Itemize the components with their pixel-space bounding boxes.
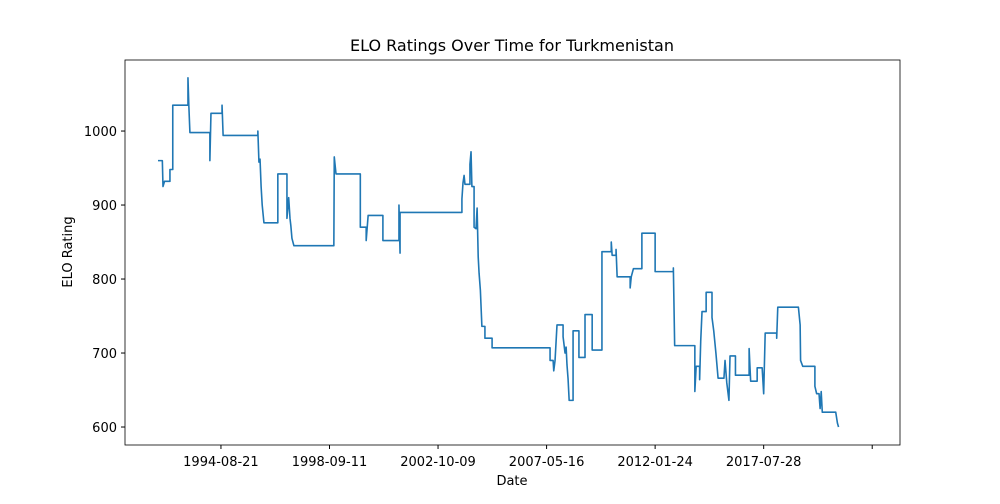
plot-frame: [124, 59, 901, 446]
y-tick-label: 800: [92, 273, 117, 288]
y-tick-label: 1000: [84, 125, 117, 140]
x-axis-label: Date: [496, 474, 527, 489]
y-axis-label: ELO Rating: [61, 216, 76, 287]
x-tick-label: 2007-05-16: [509, 455, 585, 470]
y-tick-label: 700: [92, 347, 117, 362]
data-line: [158, 76, 840, 428]
y-tick-label: 900: [92, 199, 117, 214]
x-tick-label: 2002-10-09: [400, 455, 476, 470]
chart-title: ELO Ratings Over Time for Turkmenistan: [350, 36, 674, 55]
x-tick-label: 1998-09-11: [292, 455, 368, 470]
x-tick-label: 2012-01-24: [617, 455, 693, 470]
x-tick-label: 1994-08-21: [183, 455, 259, 470]
x-tick-label: 2017-07-28: [726, 455, 802, 470]
y-tick-label: 600: [92, 421, 117, 436]
